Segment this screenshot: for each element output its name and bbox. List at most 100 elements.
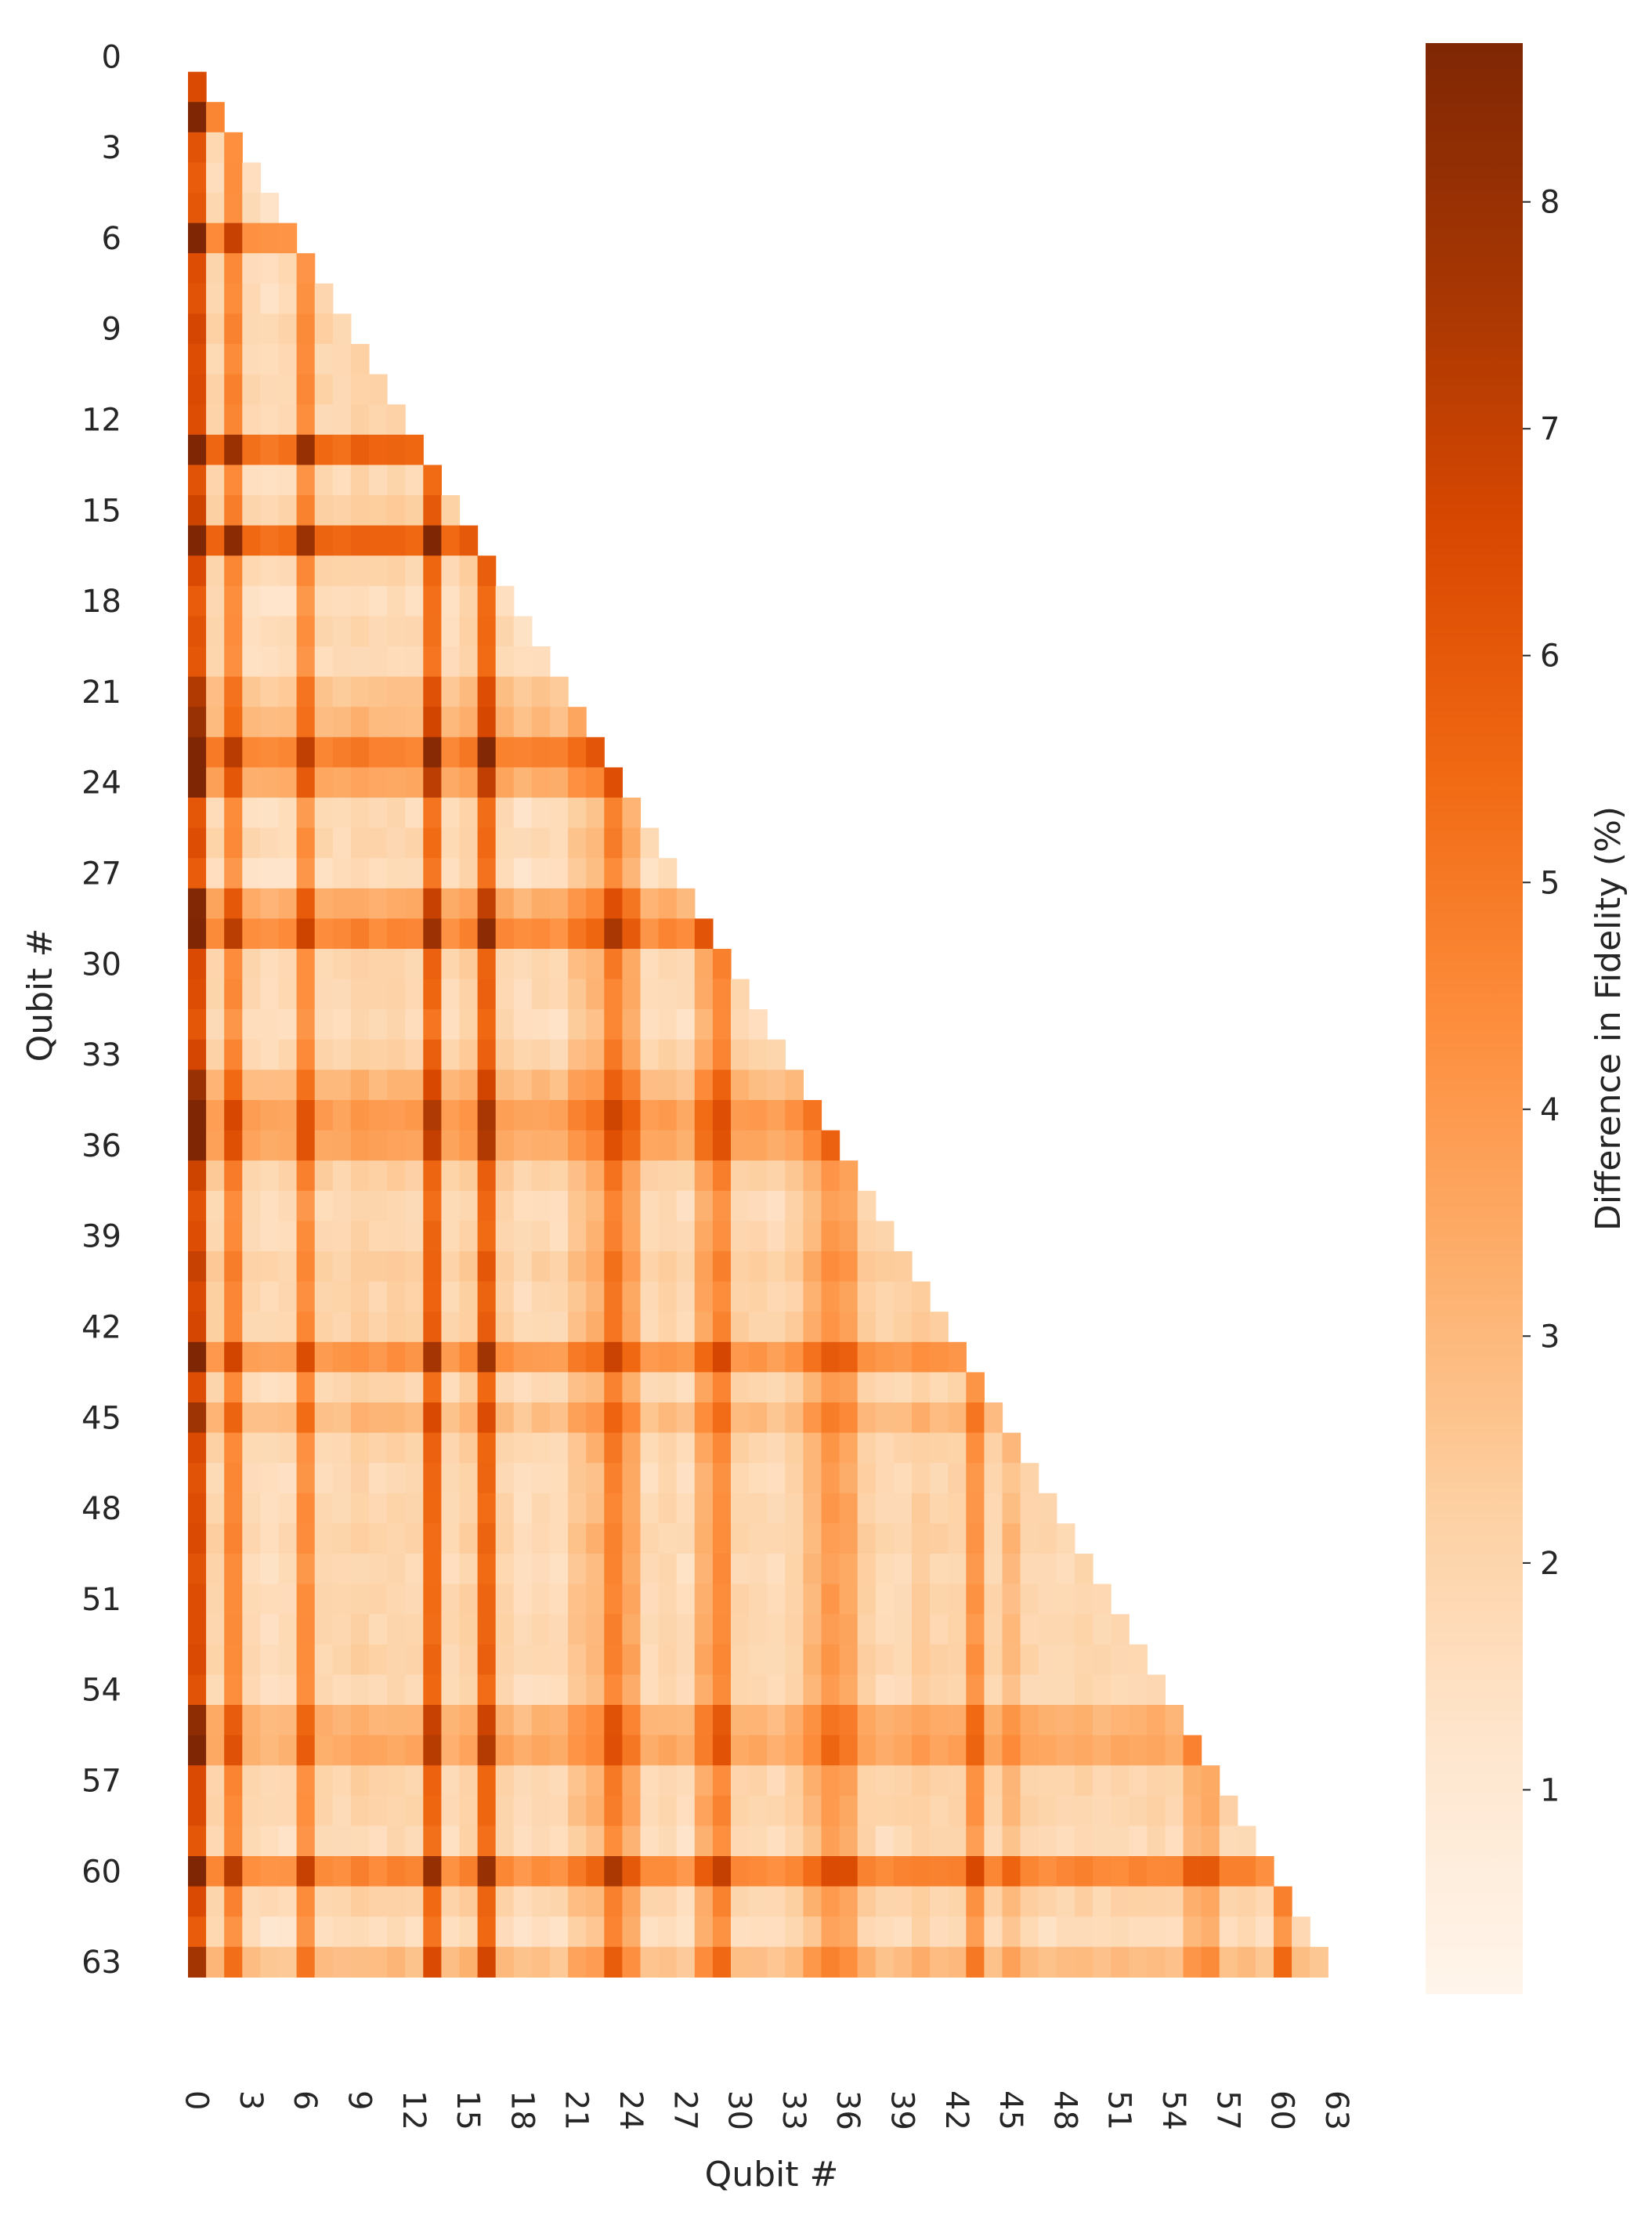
heatmap-cell-46-22 — [586, 1432, 605, 1464]
heatmap-cell-45-35 — [821, 1402, 840, 1434]
heatmap-cell-30-7 — [314, 949, 334, 980]
heatmap-cell-30-22 — [586, 949, 605, 980]
heatmap-cell-48-41 — [930, 1493, 949, 1524]
heatmap-cell-31-15 — [459, 979, 479, 1010]
heatmap-cell-48-7 — [314, 1493, 334, 1524]
heatmap-cell-44-16 — [477, 1372, 497, 1403]
heatmap-cell-57-56 — [1201, 1765, 1220, 1797]
heatmap-cell-34-32 — [767, 1069, 786, 1101]
heatmap-cell-33-9 — [350, 1039, 370, 1070]
heatmap-cell-63-15 — [459, 1946, 479, 1978]
heatmap-cell-16-1 — [206, 525, 225, 556]
heatmap-cell-52-6 — [296, 1614, 316, 1645]
heatmap-cell-45-14 — [441, 1402, 461, 1434]
heatmap-cell-44-25 — [640, 1372, 660, 1403]
heatmap-cell-44-37 — [857, 1372, 877, 1403]
heatmap-cell-14-11 — [387, 465, 406, 496]
heatmap-cell-45-3 — [242, 1402, 261, 1434]
heatmap-cell-62-40 — [912, 1916, 931, 1948]
heatmap-cell-30-26 — [658, 949, 678, 980]
heatmap-cell-47-1 — [206, 1463, 225, 1494]
heatmap-cell-57-10 — [369, 1765, 388, 1797]
heatmap-cell-52-34 — [803, 1614, 822, 1645]
heatmap-cell-63-38 — [875, 1946, 895, 1978]
heatmap-cell-24-8 — [332, 767, 352, 798]
heatmap-cell-46-32 — [767, 1432, 786, 1464]
heatmap-cell-63-18 — [513, 1946, 533, 1978]
heatmap-cell-44-31 — [749, 1372, 768, 1403]
heatmap-cell-4-0 — [188, 162, 207, 194]
heatmap-cell-46-41 — [930, 1432, 949, 1464]
heatmap-cell-13-10 — [369, 434, 388, 465]
heatmap-cell-62-61 — [1292, 1916, 1310, 1948]
heatmap-cell-26-7 — [314, 827, 334, 859]
heatmap-cell-45-18 — [513, 1402, 533, 1434]
heatmap-cell-41-38 — [875, 1281, 895, 1312]
heatmap-cell-17-16 — [477, 556, 497, 587]
heatmap-cell-30-1 — [206, 949, 225, 980]
heatmap-cell-39-7 — [314, 1221, 334, 1252]
heatmap-cell-63-4 — [260, 1946, 280, 1978]
heatmap-cell-39-15 — [459, 1221, 479, 1252]
heatmap-cell-42-32 — [767, 1312, 786, 1343]
heatmap-cell-53-25 — [640, 1644, 660, 1675]
heatmap-cell-40-2 — [224, 1251, 243, 1283]
heatmap-cell-16-8 — [332, 525, 352, 556]
heatmap-cell-63-56 — [1201, 1946, 1220, 1978]
heatmap-cell-48-33 — [785, 1493, 804, 1524]
heatmap-cell-29-18 — [513, 918, 533, 950]
x-tick-label: 42 — [938, 2090, 974, 2130]
heatmap-cell-15-9 — [350, 495, 370, 527]
heatmap-cell-30-17 — [495, 949, 515, 980]
heatmap-cell-20-18 — [513, 646, 533, 678]
heatmap-cell-39-1 — [206, 1221, 225, 1252]
heatmap-cell-47-13 — [423, 1463, 442, 1494]
heatmap-cell-58-52 — [1129, 1795, 1148, 1826]
heatmap-cell-34-5 — [278, 1069, 298, 1101]
heatmap-cell-27-24 — [622, 858, 642, 889]
heatmap-cell-20-6 — [296, 646, 316, 678]
heatmap-cell-23-9 — [350, 736, 370, 768]
heatmap-cell-45-34 — [803, 1402, 822, 1434]
heatmap-cell-53-30 — [731, 1644, 750, 1675]
heatmap-cell-41-17 — [495, 1281, 515, 1312]
heatmap-cell-22-17 — [495, 707, 515, 738]
heatmap-cell-44-38 — [875, 1372, 895, 1403]
heatmap-cell-48-14 — [441, 1493, 461, 1524]
heatmap-cell-43-16 — [477, 1341, 497, 1373]
heatmap-cell-59-52 — [1129, 1826, 1148, 1857]
heatmap-cell-56-4 — [260, 1735, 280, 1766]
heatmap-cell-41-24 — [622, 1281, 642, 1312]
heatmap-cell-42-34 — [803, 1312, 822, 1343]
heatmap-cell-26-9 — [350, 827, 370, 859]
heatmap-cell-58-43 — [966, 1795, 985, 1826]
x-tick-label: 63 — [1318, 2090, 1354, 2130]
heatmap-cell-59-12 — [405, 1826, 424, 1857]
heatmap-cell-56-0 — [188, 1735, 207, 1766]
heatmap-cell-40-12 — [405, 1251, 424, 1283]
heatmap-cell-56-33 — [785, 1735, 804, 1766]
heatmap-cell-38-11 — [387, 1190, 406, 1221]
heatmap-cell-63-9 — [350, 1946, 370, 1978]
heatmap-cell-51-37 — [857, 1583, 877, 1615]
heatmap-cell-48-32 — [767, 1493, 786, 1524]
heatmap-cell-59-25 — [640, 1826, 660, 1857]
heatmap-cell-24-18 — [513, 767, 533, 798]
heatmap-cell-18-6 — [296, 585, 316, 617]
heatmap-cell-22-15 — [459, 707, 479, 738]
heatmap-cell-43-28 — [694, 1341, 714, 1373]
heatmap-cell-62-43 — [966, 1916, 985, 1948]
heatmap-cell-58-15 — [459, 1795, 479, 1826]
heatmap-cell-47-25 — [640, 1463, 660, 1494]
heatmap-cell-62-38 — [875, 1916, 895, 1948]
heatmap-cell-46-28 — [694, 1432, 714, 1464]
heatmap-cell-49-29 — [712, 1523, 732, 1554]
heatmap-cell-41-32 — [767, 1281, 786, 1312]
heatmap-cell-40-32 — [767, 1251, 786, 1283]
heatmap-cell-57-11 — [387, 1765, 406, 1797]
heatmap-cell-26-20 — [550, 827, 569, 859]
heatmap-cell-32-10 — [369, 1009, 388, 1040]
heatmap-cell-29-23 — [604, 918, 623, 950]
heatmap-cell-23-5 — [278, 736, 298, 768]
heatmap-cell-7-2 — [224, 253, 243, 284]
